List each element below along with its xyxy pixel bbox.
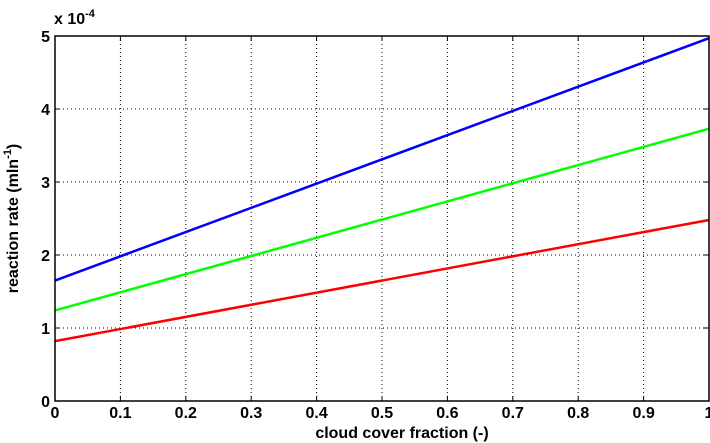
x-tick-label: 0.4 [305, 405, 327, 422]
y-axis-title-main: reaction rate (mln [5, 159, 22, 293]
x-tick-label: 0.9 [632, 405, 654, 422]
x-tick-label: 0.5 [371, 405, 393, 422]
series-layer [54, 37, 710, 343]
y-tick-label: 3 [41, 175, 50, 192]
y-tick-label: 1 [41, 321, 50, 338]
y-axis-multiplier-exponent: -4 [85, 8, 96, 20]
x-tick-label: 0.3 [240, 405, 262, 422]
x-axis-title: cloud cover fraction (-) [315, 425, 488, 442]
series-line-2 [54, 127, 710, 312]
y-axis-multiplier: x 10-4 [54, 8, 96, 28]
x-tick-label: 0.2 [175, 405, 197, 422]
y-axis-title: reaction rate (mln-1) [2, 144, 22, 293]
x-tick-label: 0.6 [436, 405, 458, 422]
x-tick-label: 1 [705, 405, 710, 422]
x-tick-label: 0.8 [567, 405, 589, 422]
ticks: 0 0.1 0.2 0.3 0.4 0.5 0.6 0.7 0.8 0.9 1 0 1 2 3 4 5 [41, 29, 710, 422]
y-tick-label: 5 [41, 29, 50, 46]
series-line-1 [54, 37, 710, 282]
y-axis-title-superscript: -1 [2, 149, 14, 159]
series-line-3 [54, 218, 710, 343]
x-tick-label: 0.1 [109, 405, 131, 422]
y-tick-label: 4 [41, 102, 50, 119]
y-axis-title-close: ) [5, 144, 22, 149]
grid [55, 36, 709, 401]
x-tick-label: 0 [51, 405, 60, 422]
y-tick-label: 0 [41, 394, 50, 411]
x-tick-label: 0.7 [502, 405, 524, 422]
y-tick-label: 2 [41, 248, 50, 265]
y-axis-multiplier-base: x 10 [54, 11, 85, 28]
